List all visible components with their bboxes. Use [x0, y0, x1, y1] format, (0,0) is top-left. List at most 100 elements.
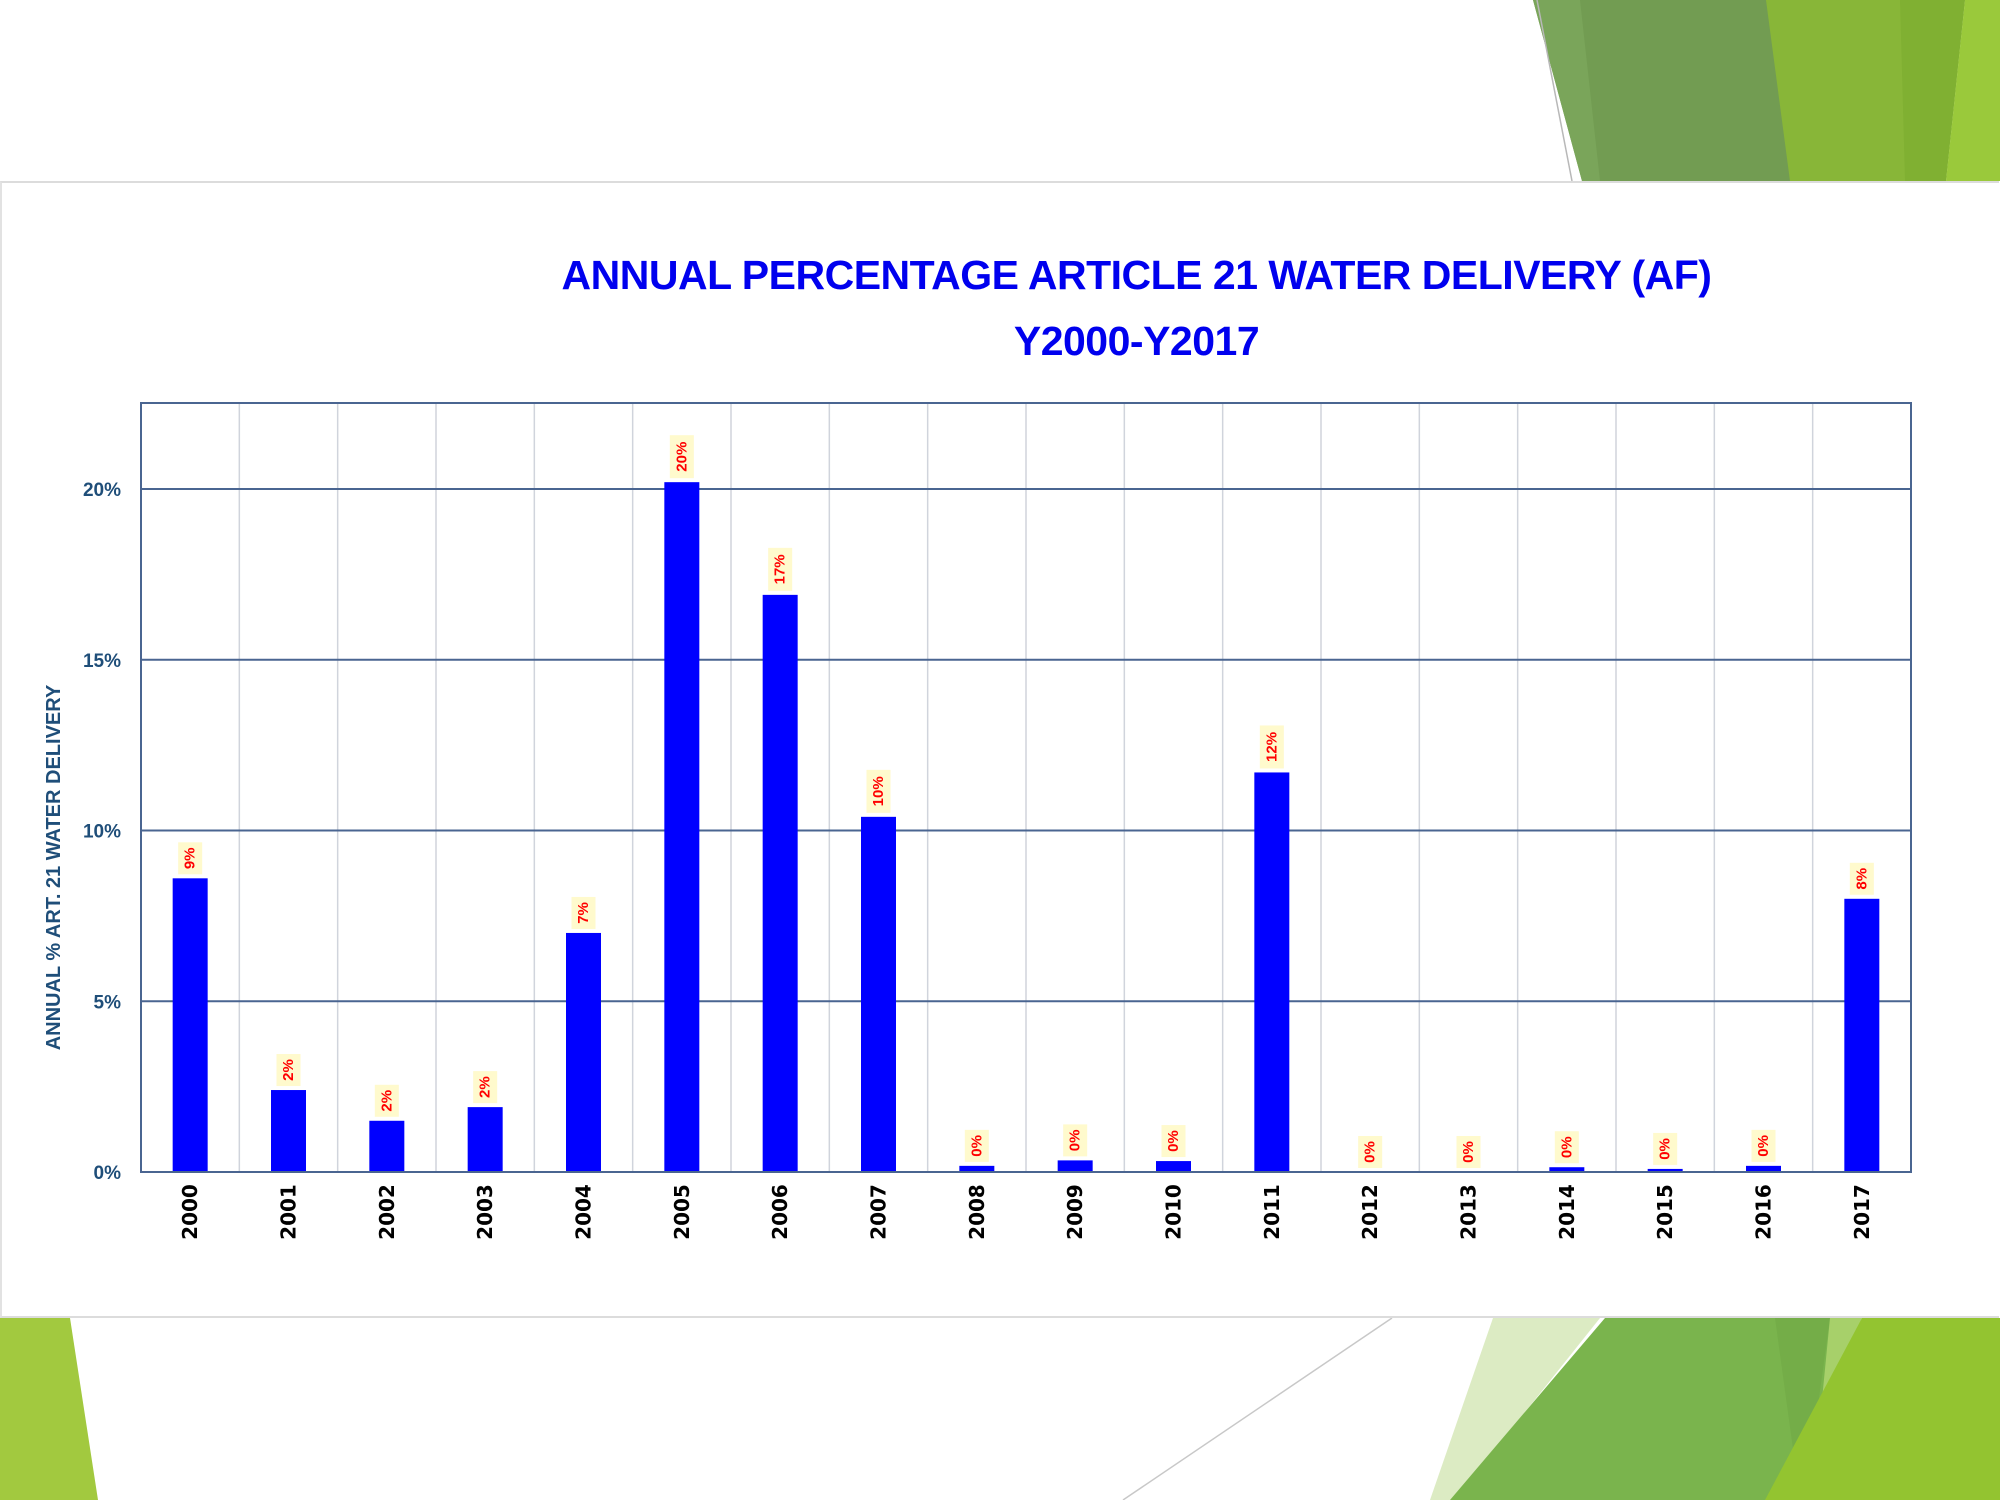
- x-axis-ticks: 2000 2001 2002 2003 2004 2005 2006 2007 2008 2009…: [178, 1184, 1874, 1240]
- x-tick-label: 2003: [473, 1184, 497, 1240]
- decor-shape-light-lime: [1946, 0, 2000, 181]
- data-label: 0%: [1358, 1136, 1383, 1168]
- data-label-background: [1554, 1131, 1579, 1164]
- y-axis-label: ANNUAL % ART. 21 WATER DELIVERY: [43, 684, 65, 1050]
- bar: [1254, 772, 1290, 1172]
- chart-title: ANNUAL PERCENTAGE ARTICLE 21 WATER DELIV…: [561, 252, 1712, 298]
- x-tick-label: 2010: [1162, 1184, 1186, 1240]
- x-tick-label: 2001: [277, 1184, 301, 1240]
- decor-shape-lime-bottom: [1765, 1318, 2000, 1500]
- bar: [172, 878, 208, 1172]
- data-label-text: 0%: [1460, 1141, 1477, 1163]
- bar: [861, 816, 896, 1172]
- x-tick-label: 2002: [375, 1184, 399, 1240]
- bar: [762, 594, 798, 1172]
- x-tick-label: 2008: [965, 1184, 989, 1240]
- data-label-background: [1653, 1132, 1678, 1165]
- x-tick-label: 2016: [1752, 1184, 1776, 1240]
- data-label-background: [1751, 1129, 1776, 1162]
- data-label: 0%: [1653, 1132, 1678, 1165]
- y-tick-label: 20%: [83, 480, 121, 501]
- data-label-background: [374, 1084, 399, 1117]
- data-label-background: [276, 1054, 301, 1087]
- data-label-text: 0%: [1362, 1141, 1379, 1163]
- bottom-left-green-shape: [0, 1318, 98, 1500]
- bar: [664, 482, 700, 1172]
- data-label: 9%: [178, 842, 203, 875]
- major-gridlines: [141, 488, 1911, 1003]
- data-label-text: 0%: [968, 1135, 985, 1157]
- data-label: 12%: [1259, 725, 1284, 769]
- data-label-background: [1063, 1124, 1088, 1157]
- x-tick-label: 2004: [572, 1184, 596, 1240]
- y-tick-label: 10%: [83, 822, 121, 843]
- y-tick-label: 15%: [83, 651, 121, 672]
- data-label-background: [1849, 862, 1874, 895]
- data-label: 2%: [276, 1054, 301, 1087]
- bar: [369, 1120, 405, 1172]
- x-tick-label: 2012: [1358, 1184, 1382, 1240]
- data-label: 0%: [1554, 1131, 1579, 1164]
- x-tick-label: 2015: [1653, 1184, 1677, 1240]
- decor-shape-bottom-left: [0, 1318, 98, 1500]
- x-tick-label: 2006: [768, 1184, 792, 1240]
- chart-subtitle: Y2000-Y2017: [1013, 318, 1260, 364]
- bar: [1746, 1165, 1781, 1172]
- data-label: 7%: [571, 896, 596, 929]
- data-label-background: [1161, 1125, 1186, 1158]
- data-label: 0%: [1161, 1125, 1186, 1158]
- bottom-right-green-shapes: [1122, 1317, 2000, 1500]
- data-label-text: 0%: [1657, 1138, 1674, 1160]
- x-tick-label: 2007: [867, 1184, 891, 1240]
- data-label: 2%: [473, 1071, 498, 1104]
- data-label-background: [1259, 725, 1284, 769]
- data-label-text: 17%: [772, 554, 789, 584]
- x-tick-label: 2005: [670, 1184, 694, 1240]
- data-label-background: [1358, 1136, 1383, 1168]
- bar: [271, 1090, 306, 1172]
- data-label-text: 0%: [1755, 1135, 1772, 1157]
- bar: [959, 1165, 995, 1172]
- data-label-text: 2%: [280, 1059, 297, 1081]
- data-label-text: 7%: [575, 902, 592, 924]
- x-tick-label: 2017: [1850, 1184, 1874, 1240]
- decor-shape-dark-green: [1533, 0, 1792, 181]
- data-label-background: [571, 896, 596, 929]
- bar: [1156, 1161, 1191, 1172]
- x-tick-label: 2000: [178, 1184, 202, 1240]
- bar: [1647, 1168, 1683, 1172]
- data-label: 0%: [1063, 1124, 1088, 1157]
- data-label-text: 0%: [1165, 1130, 1182, 1152]
- data-label: 20%: [669, 435, 694, 479]
- data-label-text: 10%: [870, 776, 887, 806]
- data-label-background: [866, 769, 891, 813]
- data-label-text: 2%: [378, 1090, 395, 1112]
- data-label: 2%: [374, 1084, 399, 1117]
- bar: [1844, 898, 1880, 1172]
- data-label-background: [768, 547, 793, 591]
- data-label-text: 8%: [1853, 868, 1870, 890]
- data-label: 0%: [964, 1129, 989, 1162]
- data-label: 10%: [866, 769, 891, 813]
- decor-shape-pale-green: [1430, 1318, 1600, 1500]
- data-label-text: 12%: [1263, 732, 1280, 762]
- decor-thin-line: [1536, 0, 1573, 182]
- data-label-background: [473, 1071, 498, 1104]
- x-tick-label: 2013: [1457, 1184, 1481, 1240]
- decor-shape-mid-green: [1450, 1318, 1890, 1500]
- category-gridlines: [238, 403, 1814, 1172]
- data-label: 17%: [768, 547, 793, 591]
- data-label-background: [669, 435, 694, 479]
- x-tick-label: 2011: [1260, 1184, 1284, 1240]
- bars: [172, 482, 1880, 1172]
- data-label-background: [178, 842, 203, 875]
- y-tick-label: 0%: [94, 1163, 122, 1184]
- bar: [566, 932, 601, 1172]
- decor-shape-green-stripe: [1775, 1318, 1830, 1500]
- x-tick-label: 2009: [1063, 1184, 1087, 1240]
- y-tick-label: 5%: [94, 992, 122, 1013]
- data-label: 8%: [1849, 862, 1874, 895]
- decor-shape-lime-dark: [1900, 0, 1965, 181]
